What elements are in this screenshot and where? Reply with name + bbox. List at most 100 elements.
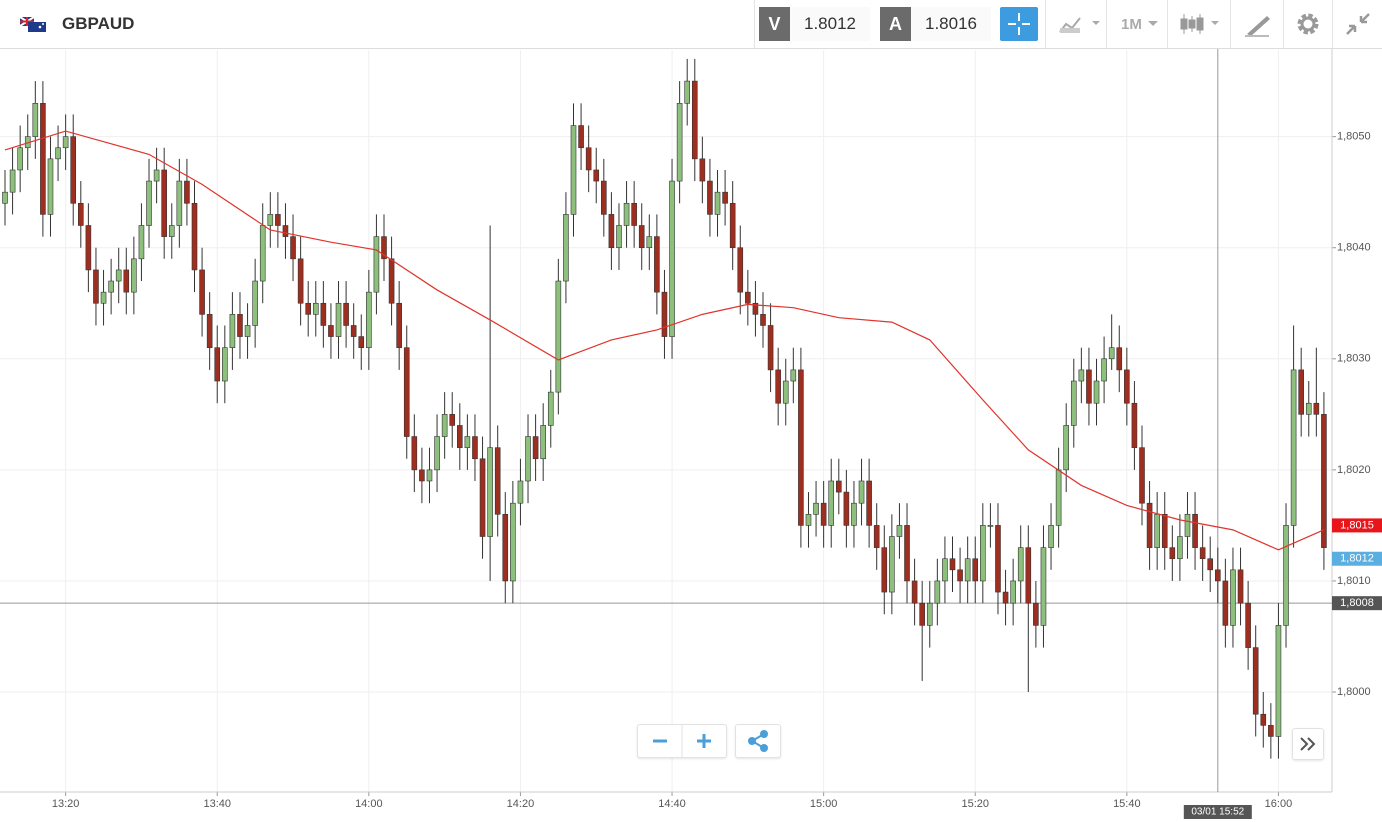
- candle-body: [851, 502, 857, 526]
- candle-body: [919, 602, 925, 626]
- candle-body: [1146, 502, 1153, 548]
- candle-body: [199, 269, 205, 315]
- candle-body: [472, 436, 478, 460]
- price-tag: [1332, 551, 1382, 566]
- candle-body: [78, 202, 84, 226]
- candle-body: [843, 491, 850, 526]
- candle-body: [510, 502, 516, 582]
- candle-body: [1070, 380, 1077, 426]
- candle-body: [1283, 525, 1289, 626]
- candle-body: [320, 302, 327, 326]
- candle-body: [957, 569, 963, 582]
- ask-price[interactable]: 1.8016: [911, 7, 991, 41]
- price-tag-label: 1,8012: [1340, 553, 1374, 565]
- draw-button[interactable]: [1230, 0, 1283, 48]
- candle-body: [987, 525, 994, 527]
- x-tick-label: 13:20: [52, 798, 80, 810]
- x-tick-label: 15:40: [1113, 798, 1141, 810]
- zoom-in-button[interactable]: [697, 734, 711, 748]
- candle-body: [1131, 402, 1138, 448]
- candle-body: [1139, 447, 1145, 504]
- candle-body: [184, 180, 190, 204]
- candle-body: [578, 125, 584, 149]
- candle-body: [1017, 547, 1024, 582]
- candle-body: [40, 103, 46, 215]
- share-button[interactable]: [735, 724, 781, 758]
- candle-body: [1275, 625, 1282, 737]
- candle-body: [1305, 402, 1312, 415]
- candle-body: [464, 436, 471, 448]
- candle-body: [456, 425, 463, 448]
- candle-body: [275, 214, 281, 226]
- candle-body: [813, 502, 819, 515]
- chart: 1,8000 1,8010 1,8020 1,8030 1,8040 1,8050 13:2…: [0, 49, 1382, 819]
- flag-icon: [20, 17, 46, 32]
- candle-body: [366, 291, 372, 348]
- crosshair-button[interactable]: [1000, 7, 1038, 41]
- candle-body: [623, 202, 630, 226]
- x-tick-label: 14:00: [355, 798, 383, 810]
- candle-body: [244, 325, 251, 337]
- price-tag-label: 1,8015: [1340, 519, 1374, 531]
- candle-body: [191, 202, 198, 271]
- ask-label[interactable]: A: [880, 7, 911, 41]
- scroll-latest-button[interactable]: [1292, 728, 1324, 760]
- candle-body: [1086, 369, 1092, 404]
- bid-price[interactable]: 1.8012: [790, 7, 870, 41]
- candle-body: [487, 447, 493, 537]
- candle-body: [1033, 602, 1039, 626]
- candle-body: [555, 280, 562, 393]
- candle-body: [403, 347, 410, 437]
- candle-body: [1237, 569, 1244, 604]
- candle-body: [858, 480, 865, 504]
- candle-body: [1002, 591, 1009, 604]
- candle-body: [396, 302, 402, 348]
- candle-body: [100, 291, 107, 304]
- candle-body: [1169, 547, 1176, 560]
- y-tick-label: 1,8030: [1337, 353, 1371, 365]
- timeframe-button[interactable]: 1M: [1106, 0, 1167, 48]
- candle-body: [790, 369, 797, 382]
- settings-button[interactable]: [1283, 0, 1332, 48]
- candle-body: [358, 336, 365, 348]
- candle-body: [1260, 713, 1267, 726]
- chart-type-button[interactable]: [1045, 0, 1106, 48]
- candle-body: [729, 202, 736, 249]
- x-tick-label: 14:40: [658, 798, 686, 810]
- candle-body: [350, 325, 357, 337]
- candle-body: [820, 502, 827, 526]
- candle-body: [1298, 369, 1304, 415]
- candle-body: [1055, 469, 1062, 526]
- candle-body: [328, 325, 334, 337]
- candle-body: [737, 247, 744, 293]
- candle-body: [419, 469, 425, 482]
- candle-body: [426, 469, 433, 482]
- symbol: GBPAUD: [62, 14, 135, 33]
- candle-body: [1025, 547, 1032, 604]
- candle-body: [115, 269, 122, 282]
- candle-body: [153, 169, 160, 182]
- candle-body: [949, 558, 956, 571]
- candle-body: [525, 436, 531, 482]
- candle-body: [335, 302, 342, 337]
- collapse-button[interactable]: [1332, 0, 1382, 48]
- timeframe[interactable]: 1M: [1121, 16, 1142, 33]
- candle-body: [517, 480, 524, 504]
- bid-label[interactable]: V: [759, 7, 790, 41]
- candle-body: [889, 536, 895, 593]
- candle-body: [47, 158, 54, 215]
- crosshair-y-tag: [1332, 596, 1382, 611]
- candle-body: [1063, 425, 1069, 471]
- y-tick-label: 1,8020: [1337, 464, 1371, 476]
- candle-body: [123, 269, 130, 293]
- candle-body: [654, 236, 660, 293]
- candle-body: [176, 180, 183, 226]
- candle-body: [805, 514, 812, 526]
- candle-body: [206, 314, 213, 348]
- candle-body: [828, 480, 835, 526]
- zoom-controls: [637, 724, 727, 758]
- candle-body: [138, 225, 145, 260]
- candle-body: [411, 436, 418, 471]
- candle-body: [146, 180, 152, 226]
- candles-button[interactable]: [1167, 0, 1230, 48]
